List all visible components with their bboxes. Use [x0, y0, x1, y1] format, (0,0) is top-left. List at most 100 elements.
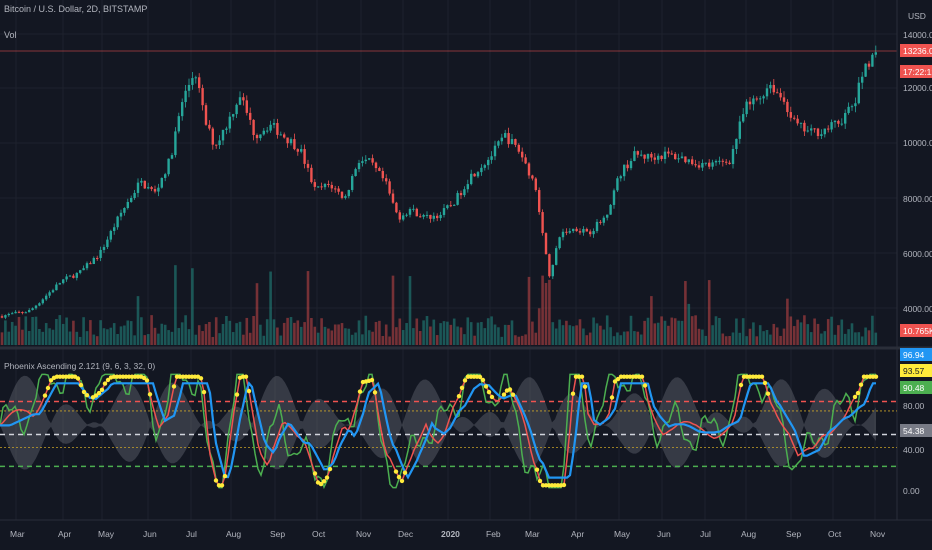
candle-body: [531, 175, 534, 179]
signal-dot: [462, 378, 468, 383]
indicator-value-yellow: 93.57: [903, 366, 925, 376]
volume-bar: [289, 317, 293, 345]
candle-body: [415, 208, 418, 217]
volume-bar: [602, 329, 606, 345]
signal-dot: [399, 478, 405, 484]
candle-body: [660, 155, 663, 159]
volume-bar: [55, 318, 58, 345]
volume-bar: [605, 315, 609, 345]
volume-bar: [395, 327, 398, 345]
time-label: Jul: [186, 529, 197, 539]
signal-dot: [324, 475, 330, 480]
volume-bar: [242, 334, 245, 345]
signal-dot: [234, 392, 240, 397]
candle-body: [874, 52, 877, 55]
candle-body: [62, 279, 65, 284]
candle-body: [45, 295, 48, 300]
volume-bar: [401, 330, 405, 345]
candle-body: [510, 139, 514, 145]
candle-body: [436, 215, 439, 219]
candle-body: [762, 96, 765, 99]
time-axis[interactable]: Mar Apr May Jun Jul Aug Sep Oct Nov Dec …: [10, 529, 886, 539]
volume-bar: [112, 323, 116, 345]
indicator-title[interactable]: Phoenix Ascending 2.121 (9, 6, 3, 32, 0): [4, 361, 155, 371]
candle-body: [616, 178, 619, 191]
volume-bar: [738, 332, 742, 345]
candle-body: [466, 184, 469, 190]
candle-body: [293, 139, 296, 150]
volume-bar: [340, 323, 344, 345]
signal-dot: [615, 376, 621, 382]
signal-dot: [312, 471, 318, 476]
volume-bar: [813, 318, 816, 345]
volume-bar: [772, 323, 776, 345]
candle-body: [300, 149, 303, 152]
candle-body: [286, 137, 289, 144]
candle-body: [704, 162, 707, 164]
signal-dot: [141, 375, 147, 381]
candle-body: [674, 153, 677, 160]
volume-bar: [344, 328, 347, 345]
candle-body: [283, 134, 286, 138]
volume-bar: [293, 322, 296, 345]
volume-bar: [276, 327, 279, 345]
candle-body: [861, 76, 864, 83]
candle-body: [147, 187, 150, 189]
time-label: Feb: [486, 529, 501, 539]
volume-bar: [697, 328, 701, 345]
volume-bar: [531, 321, 534, 345]
signal-dot: [852, 394, 858, 400]
volume-bar: [228, 320, 232, 345]
volume-bar: [286, 317, 289, 345]
candle-body: [357, 162, 361, 170]
candle-body: [565, 231, 568, 233]
candle-body: [759, 98, 762, 100]
volume-bar: [313, 326, 317, 345]
candle-body: [772, 84, 775, 93]
volume-bar: [534, 332, 538, 345]
volume-bar: [568, 325, 572, 345]
signal-dot: [81, 389, 87, 395]
volume-bar: [398, 318, 402, 345]
candle-body: [691, 159, 694, 165]
volume-bar: [316, 332, 320, 345]
candle-body: [259, 134, 262, 139]
time-label: Aug: [741, 529, 756, 539]
candle-body: [65, 276, 68, 280]
volume-bar: [102, 328, 106, 345]
candle-body: [21, 312, 24, 314]
candle-body: [408, 209, 412, 215]
volume-label[interactable]: Vol: [4, 30, 17, 40]
candle-body: [68, 275, 72, 277]
candle-body: [395, 202, 398, 213]
candle-body: [150, 187, 153, 190]
time-label: Sep: [270, 529, 285, 539]
candle-body: [323, 183, 327, 188]
volume-bar: [72, 320, 75, 345]
volume-bar: [337, 324, 340, 345]
candle-body: [194, 77, 197, 79]
volume-bar: [626, 331, 629, 345]
candle-body: [204, 105, 208, 125]
time-label: Dec: [398, 529, 414, 539]
volume-bar: [388, 336, 391, 345]
volume-bar: [779, 335, 782, 345]
volume-bar: [89, 320, 92, 345]
time-label: Apr: [571, 529, 584, 539]
symbol-title[interactable]: Bitcoin / U.S. Dollar, 2D, BITSTAMP: [4, 4, 147, 14]
candle-body: [92, 257, 95, 264]
candle-body: [633, 151, 636, 162]
volume-bar: [656, 322, 660, 345]
candle-body: [497, 141, 500, 146]
volume-bar: [544, 282, 548, 345]
signal-dot: [396, 474, 402, 480]
candle-body: [752, 98, 755, 105]
volume-bar: [860, 336, 864, 345]
candle-body: [813, 128, 816, 130]
volume-bar: [140, 317, 143, 345]
candle-body: [592, 231, 595, 235]
signal-dot: [582, 384, 588, 389]
candle-body: [378, 168, 381, 171]
candle-body: [167, 158, 170, 175]
